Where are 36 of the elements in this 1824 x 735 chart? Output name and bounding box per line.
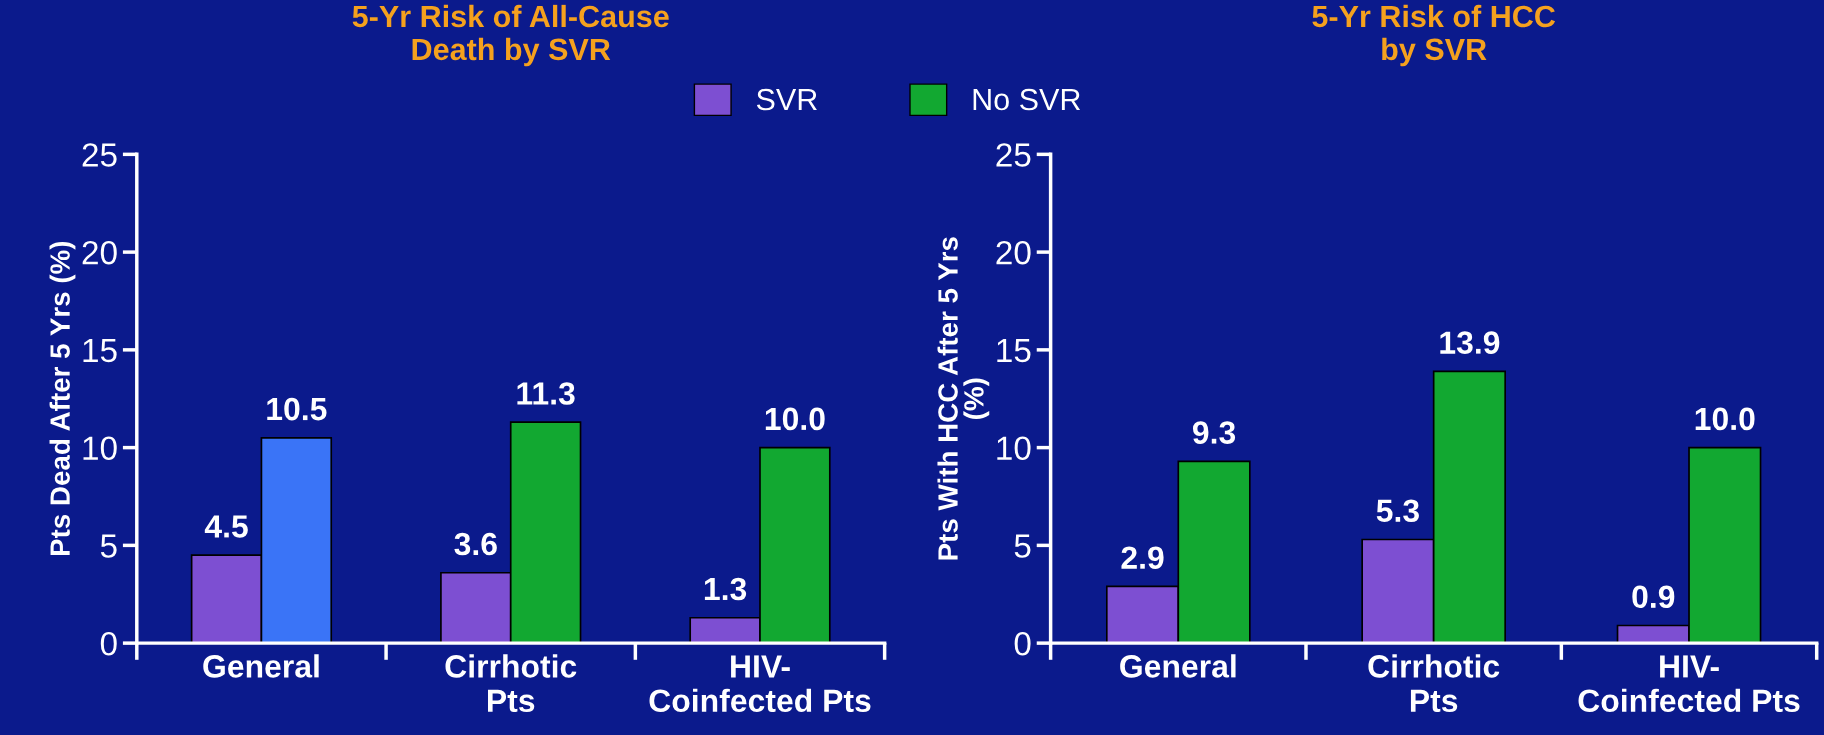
y-tick-label: 5 <box>1014 534 1031 558</box>
x-tick-label: General <box>203 654 319 678</box>
chart-title: 5-Yr Risk of All-Cause Death by SVR <box>352 4 669 67</box>
data-label: 13.9 <box>1440 331 1500 354</box>
data-label: 10.5 <box>267 397 327 421</box>
y-tick-label: 15 <box>997 339 1031 363</box>
y-tick-label: 5 <box>100 534 117 558</box>
data-label: 5.3 <box>1376 499 1419 523</box>
data-label: 10.0 <box>1695 407 1755 431</box>
data-label: 3.6 <box>454 532 497 556</box>
legend-label: SVR <box>756 88 817 111</box>
y-tick-label: 25 <box>996 143 1031 167</box>
y-tick-label: 10 <box>997 436 1031 461</box>
chart-title: 5-Yr Risk of HCC by SVR <box>1312 4 1556 67</box>
y-tick-label: 20 <box>82 240 117 265</box>
y-tick-label: 0 <box>100 631 117 656</box>
data-label: 10.0 <box>765 407 825 431</box>
legend-label: No SVR <box>973 88 1081 111</box>
data-label: 9.3 <box>1192 421 1236 444</box>
data-label: 1.3 <box>704 577 747 601</box>
y-axis-title: Pts Dead After 5 Yrs (%) <box>49 241 76 556</box>
data-label: 4.5 <box>204 515 248 538</box>
y-tick-label: 15 <box>83 339 117 363</box>
x-tick-label: HIV- Coinfected Pts <box>649 655 871 713</box>
x-tick-label: General <box>1120 654 1236 678</box>
data-label: 2.9 <box>1121 546 1164 569</box>
y-tick-label: 0 <box>1014 631 1031 656</box>
data-label: 11.3 <box>517 382 575 405</box>
y-tick-label: 10 <box>83 436 117 461</box>
y-tick-label: 25 <box>82 143 117 167</box>
data-label: 0.9 <box>1632 585 1675 609</box>
y-axis-title: Pts With HCC After 5 Yrs (%) <box>937 237 990 560</box>
x-tick-label: Cirrhotic Pts <box>1368 654 1500 713</box>
x-tick-label: Cirrhotic Pts <box>445 654 577 713</box>
y-tick-label: 20 <box>996 240 1031 265</box>
x-tick-label: HIV- Coinfected Pts <box>1578 655 1800 713</box>
